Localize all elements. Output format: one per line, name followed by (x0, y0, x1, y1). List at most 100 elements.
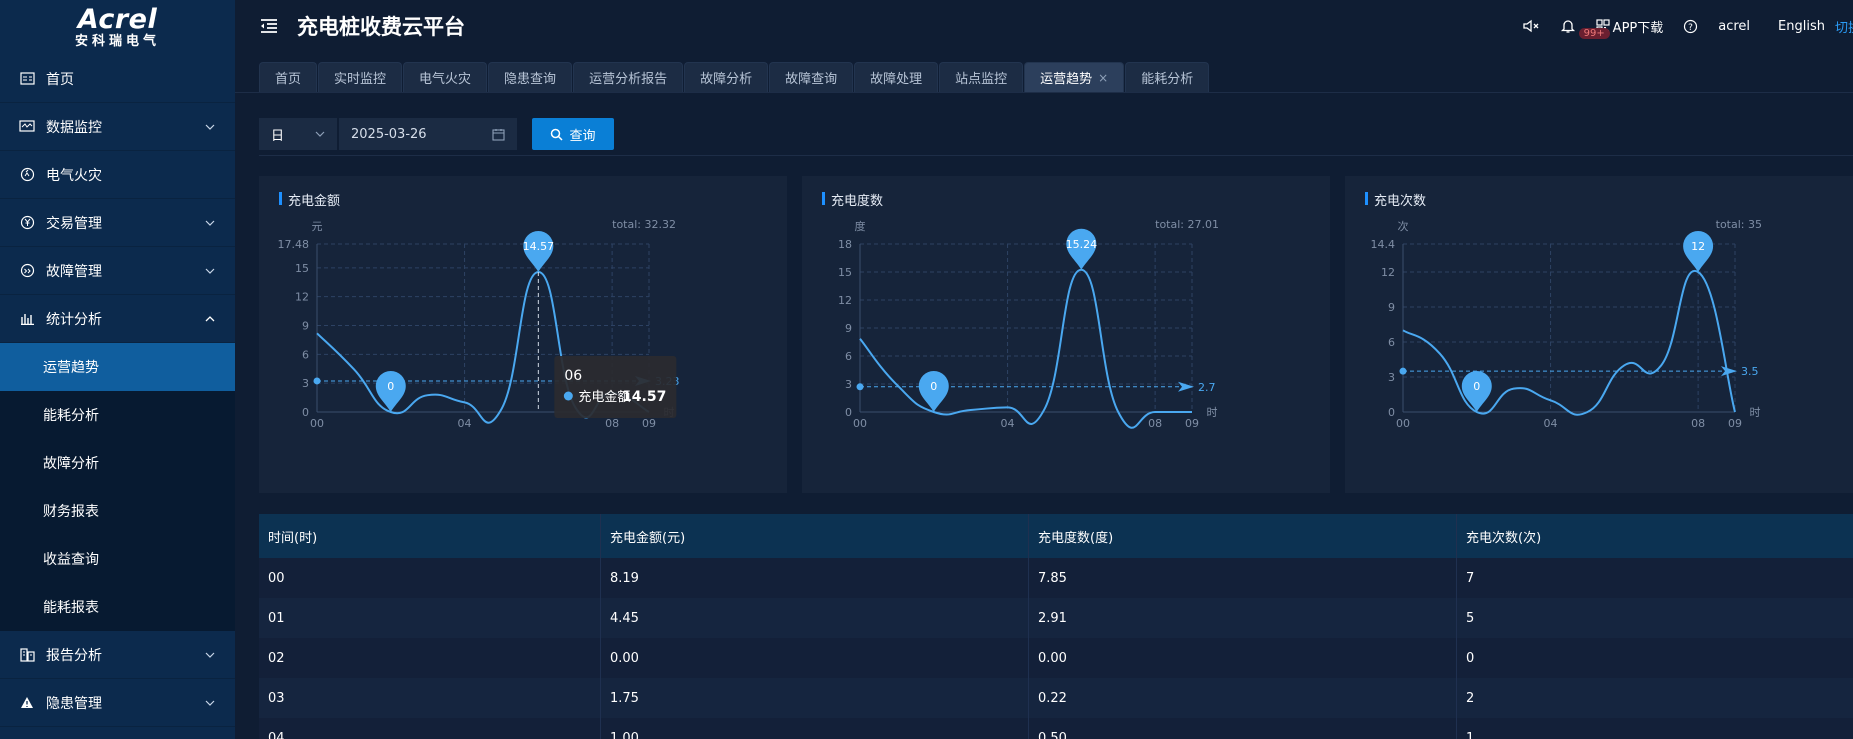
table-cell: 0.00 (1029, 638, 1457, 678)
sidebar-subitem[interactable]: 运营趋势 (0, 343, 235, 391)
y-tick-label: 6 (845, 350, 852, 363)
logo-brand: Acrel (77, 4, 158, 35)
query-button[interactable]: 查询 (532, 118, 614, 150)
logo-brand-cn: 安科瑞电气 (74, 34, 160, 49)
help-icon[interactable]: ? (1683, 19, 1698, 34)
sidebar-item-yuan[interactable]: 交易管理 (0, 199, 235, 247)
tab[interactable]: 运营分析报告 (573, 62, 684, 92)
y-tick-label: 12 (1381, 266, 1395, 279)
mute-icon[interactable] (1522, 18, 1540, 34)
chevron-down-icon (205, 120, 215, 133)
x-tick-label: 09 (1185, 417, 1199, 430)
chart-panel-count: 充电次数 次 total: 35 14.4 12 9 6 3 0 00 04 08 09 时 3.5 0 12 (1345, 176, 1853, 493)
notification-bell[interactable]: 99+ (1560, 18, 1610, 39)
tab-label: 站点监控 (955, 72, 1008, 87)
x-tick-label: 00 (853, 417, 867, 430)
min-marker[interactable]: 0 (1461, 370, 1492, 412)
x-tick-label: 08 (605, 417, 619, 430)
max-marker[interactable]: 12 (1683, 231, 1714, 272)
max-marker-label: 14.57 (523, 240, 555, 253)
tab[interactable]: 隐患查询 (488, 62, 573, 92)
sidebar-subitem[interactable]: 能耗报表 (43, 600, 99, 616)
table-cell: 1.00 (601, 718, 1029, 739)
sidebar-item-report[interactable]: 报告分析 (0, 631, 235, 679)
sidebar-subitem[interactable]: 财务报表 (43, 504, 99, 520)
avg-label: 2.7 (1198, 381, 1216, 394)
chart-title: 充电次数 (1365, 190, 1426, 209)
tab[interactable]: 电气火灾 (403, 62, 488, 92)
x-tick-label: 09 (642, 417, 656, 430)
search-icon (551, 128, 564, 141)
chevron-down-icon (205, 264, 215, 277)
series-line (859, 268, 1192, 429)
tab[interactable]: 能耗分析 (1125, 62, 1210, 92)
avg-line-arrow (1721, 366, 1737, 377)
chevron-down-icon (205, 216, 215, 229)
total-label: total: 32.32 (612, 218, 676, 231)
table-header: 时间(时) 充电金额(元) 充电度数(度) 充电次数(次) (259, 514, 1853, 558)
tab[interactable]: 首页 (259, 62, 318, 92)
date-picker[interactable]: 2025-03-26 (339, 118, 517, 150)
tab[interactable]: 站点监控 (939, 62, 1024, 92)
sidebar-item-bar-chart[interactable]: 统计分析 (0, 295, 235, 343)
y-tick-label: 14.4 (1371, 238, 1396, 251)
y-tick-label: 0 (845, 406, 852, 419)
sidebar-item-fault[interactable]: 故障管理 (0, 247, 235, 295)
y-tick-label: 9 (1388, 301, 1395, 314)
sidebar-subitem[interactable]: 收益查询 (43, 552, 99, 568)
user-name[interactable]: acrel (1718, 18, 1751, 34)
sidebar-subitem[interactable]: 故障分析 (43, 456, 99, 472)
table-cell: 7.85 (1029, 558, 1457, 598)
table-header-cell[interactable]: 充电次数(次) (1466, 530, 1542, 546)
max-marker[interactable]: 14.57 (523, 230, 555, 272)
period-select[interactable]: 日 (259, 118, 337, 150)
tab[interactable]: 运营趋势 × (1024, 62, 1125, 92)
tooltip-value: 14.57 (622, 389, 666, 405)
x-axis-label: 时 (1750, 406, 1761, 419)
tab[interactable]: 故障分析 (684, 62, 769, 92)
language-switch[interactable]: 切换 (1835, 20, 1853, 36)
min-marker[interactable]: 0 (375, 370, 406, 412)
table-cell: 0.50 (1029, 718, 1457, 739)
sidebar-item-fire[interactable]: 电气火灾 (0, 151, 235, 199)
chart-title: 充电度数 (822, 190, 883, 209)
x-tick-label: 04 (458, 417, 472, 430)
table-cell: 0.22 (1029, 678, 1457, 718)
tab-label: 运营趋势 (1040, 72, 1093, 87)
table-header-cell[interactable]: 充电度数(度) (1029, 514, 1457, 558)
y-unit-label: 度 (855, 219, 866, 233)
y-unit-label: 元 (312, 220, 323, 233)
home-icon (18, 70, 36, 88)
tab[interactable]: 实时监控 (318, 62, 403, 92)
tab[interactable]: 故障查询 (769, 62, 854, 92)
table-row: 02 0.00 0.00 0 (259, 638, 1853, 678)
max-marker[interactable]: 15.24 (1066, 228, 1098, 270)
menu-collapse-icon[interactable] (259, 16, 279, 36)
close-icon[interactable]: × (1098, 70, 1109, 85)
sidebar-subitem[interactable]: 能耗分析 (43, 408, 99, 424)
total-label: total: 35 (1716, 218, 1762, 231)
header: 充电桩收费云平台 99+ APP下载 ? acrel English 切换 (235, 0, 1853, 52)
table-row: 00 8.19 7.85 7 (259, 558, 1853, 598)
data-table: 时间(时) 充电金额(元) 充电度数(度) 充电次数(次) 00 8.19 7.85 7 01 4… (259, 514, 1853, 739)
language-english[interactable]: English (1778, 18, 1825, 34)
sidebar-item-warning[interactable]: 隐患管理 (0, 679, 235, 727)
y-tick-label: 12 (295, 291, 309, 304)
table-cell: 0.00 (601, 638, 1029, 678)
table-header-cell[interactable]: 时间(时) (259, 514, 601, 558)
sidebar-item-monitor[interactable]: 数据监控 (0, 103, 235, 151)
y-tick-label: 12 (838, 294, 852, 307)
min-marker[interactable]: 0 (918, 370, 949, 412)
chevron-down-icon (315, 131, 325, 137)
chevron-up-icon (205, 312, 215, 325)
notification-badge: 99+ (1578, 28, 1610, 39)
tab[interactable]: 故障处理 (854, 62, 939, 92)
table-header-cell[interactable]: 充电金额(元) (601, 514, 1029, 558)
query-divider (259, 155, 1853, 156)
logo[interactable]: Acrel 安科瑞电气 (0, 0, 235, 55)
sidebar-item-home[interactable]: 首页 (0, 55, 235, 103)
